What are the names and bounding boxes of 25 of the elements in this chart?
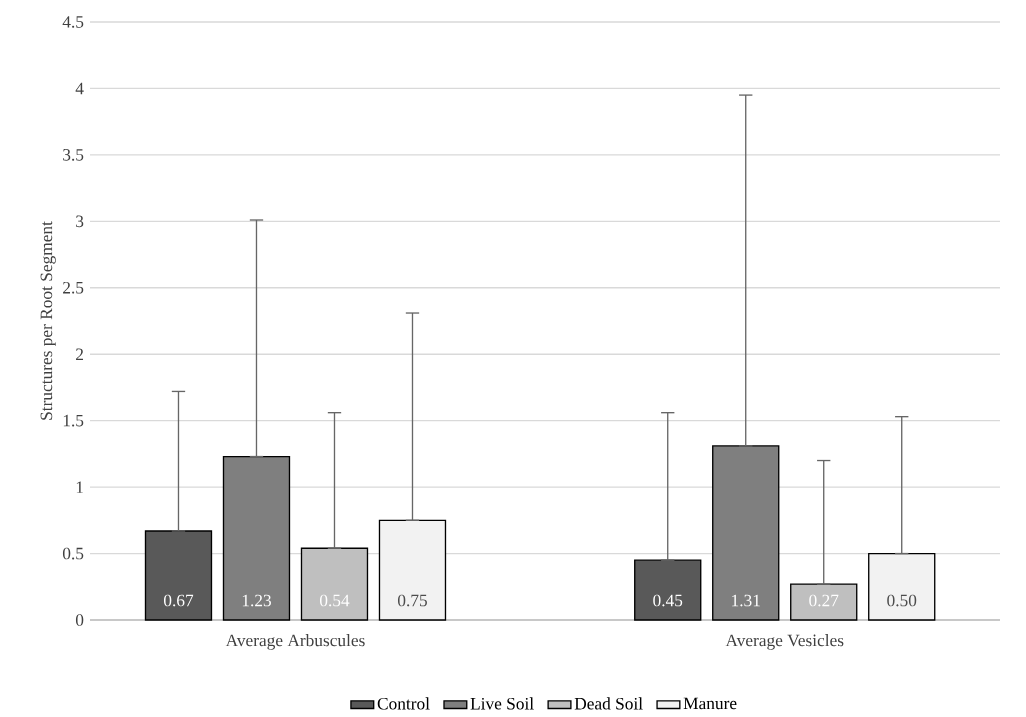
data-label: 0.45 <box>653 594 683 607</box>
legend-label: Dead Soil <box>574 697 643 710</box>
data-label: 1.23 <box>242 594 271 607</box>
y-tick-label: 1 <box>76 481 83 493</box>
data-label: 1.31 <box>732 594 760 607</box>
y-tick-label: 1.5 <box>63 414 84 427</box>
x-tick-label: Average Vesicles <box>725 633 844 650</box>
y-axis-title: Structures per Root Segment <box>40 221 56 420</box>
y-tick-label: 3.5 <box>63 148 84 161</box>
data-label: 0.50 <box>887 594 917 607</box>
legend-label: Live Soil <box>470 697 534 710</box>
x-tick-label: Average Arbuscules <box>225 633 365 650</box>
legend-label: Control <box>377 697 430 710</box>
data-label: 0.75 <box>397 594 427 607</box>
legend-label: Manure <box>683 697 737 710</box>
data-label: 0.67 <box>163 594 194 607</box>
data-label: 0.54 <box>319 594 350 607</box>
y-tick-label: 0 <box>75 614 84 626</box>
y-tick-label: 4 <box>75 82 84 94</box>
y-tick-label: 3 <box>76 215 84 227</box>
y-tick-label: 2 <box>76 348 84 360</box>
y-tick-label: 2.5 <box>63 281 84 294</box>
y-tick-label: 0.5 <box>62 547 84 560</box>
y-tick-label: 4.5 <box>62 16 84 28</box>
data-label: 0.27 <box>809 594 839 607</box>
